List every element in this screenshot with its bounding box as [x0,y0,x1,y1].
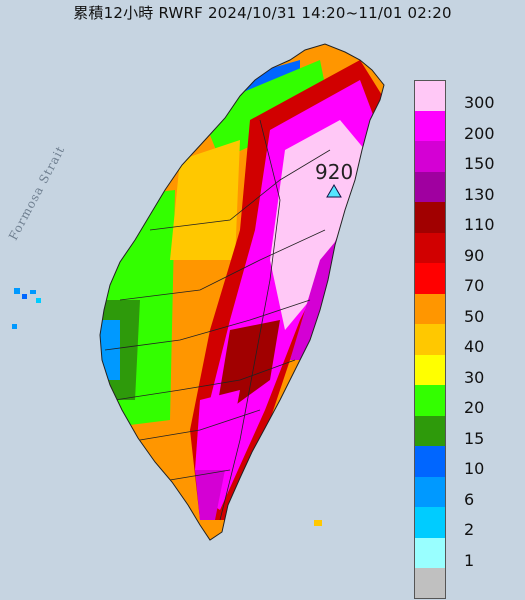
legend-swatch [414,324,446,355]
legend-swatch [414,568,446,599]
legend-label: 150 [464,154,495,174]
legend-label: 10 [464,459,485,479]
green-island-rain [314,520,322,526]
legend-swatch [414,415,446,446]
legend-swatch [414,202,446,233]
legend-label: 2 [464,520,475,540]
legend-swatch [414,141,446,172]
legend-label: 20 [464,398,485,418]
legend-label: 40 [464,337,485,357]
legend-swatch [414,476,446,507]
coastline [99,43,385,541]
legend-swatch [414,354,446,385]
max-rainfall-value: 920 [315,160,354,184]
county-boundaries [104,119,331,521]
legend-swatch [414,232,446,263]
legend-swatch [414,171,446,202]
legend-label: 300 [464,93,495,113]
legend-label: 70 [464,276,485,296]
legend-label: 15 [464,428,485,448]
legend-label: 6 [464,489,475,509]
legend-label: 90 [464,245,485,265]
legend-swatch [414,293,446,324]
legend-swatch [414,110,446,141]
legend-swatch [414,385,446,416]
legend-label: 200 [464,123,495,143]
legend-label: 50 [464,306,485,326]
max-rainfall-marker [326,184,342,198]
legend-swatch [414,507,446,538]
legend-label: 130 [464,184,495,204]
legend-swatch [414,446,446,477]
legend-label: 110 [464,215,495,235]
legend-swatch [414,263,446,294]
legend-label: 30 [464,367,485,387]
legend-swatch [414,80,446,111]
legend-label: 1 [464,550,475,570]
penghu-rain [12,288,41,329]
map-title: 累積12小時 RWRF 2024/10/31 14:20~11/01 02:20 [73,4,452,22]
legend-swatch [414,537,446,568]
